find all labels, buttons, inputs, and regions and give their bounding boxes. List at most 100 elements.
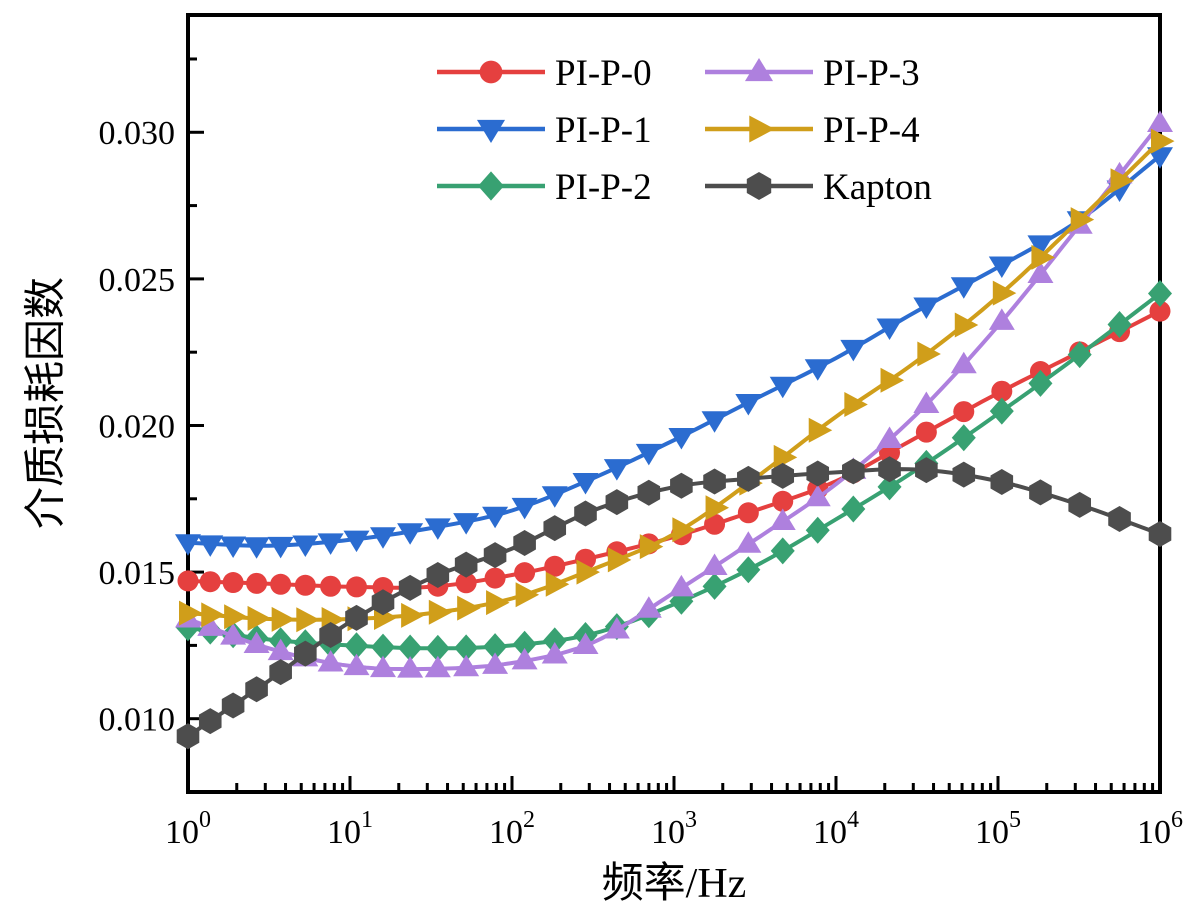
series-PI-P-1-marker xyxy=(735,393,762,416)
series-Kapton-markers xyxy=(176,456,1172,750)
series-PI-P-1 xyxy=(175,147,1173,559)
series-Kapton-marker xyxy=(771,462,795,489)
series-PI-P-2-marker xyxy=(425,634,450,662)
series-PI-P-1-marker xyxy=(668,428,695,450)
series-PI-P-2-marker xyxy=(951,424,976,452)
legend-marker-triangle-right-icon xyxy=(749,115,775,143)
y-tick-label: 0.030 xyxy=(99,115,176,152)
series-Kapton-marker xyxy=(670,472,693,499)
series-PI-P-0-marker xyxy=(915,421,937,443)
series-PI-P-3-marker xyxy=(370,655,397,678)
series-PI-P-0-marker xyxy=(246,572,268,594)
legend: PI-P-0 PI-P-1 PI-P-2 PI-P-3 PI-P-4 Kapton xyxy=(437,53,932,208)
series-Kapton-marker xyxy=(454,551,478,578)
series-PI-P-0-marker xyxy=(1149,300,1171,322)
series-PI-P-0-marker xyxy=(199,571,221,593)
series-PI-P-3-marker xyxy=(220,623,247,645)
series-PI-P-3-marker xyxy=(988,308,1015,330)
legend-item-PI-P-2: PI-P-2 xyxy=(437,167,652,208)
legend-item-PI-P-4: PI-P-4 xyxy=(705,110,920,151)
series-PI-P-4-marker xyxy=(1151,128,1175,154)
series-PI-P-4-marker xyxy=(954,312,979,338)
series-PI-P-3-marker xyxy=(769,508,796,531)
y-tick-label: 0.015 xyxy=(99,555,176,592)
series-PI-P-2-marker xyxy=(1107,310,1132,338)
series-PI-P-1-marker xyxy=(769,376,796,399)
series-PI-P-4-marker xyxy=(639,534,664,560)
series-PI-P-3-marker xyxy=(950,351,977,374)
series-Kapton-marker xyxy=(605,489,629,516)
series-Kapton-marker xyxy=(637,479,661,506)
series-PI-P-0-marker xyxy=(294,574,316,596)
legend-label: PI-P-2 xyxy=(555,167,652,208)
series-PI-P-2-marker xyxy=(770,537,795,565)
x-tick-label: 101 xyxy=(327,807,373,851)
legend-label: PI-P-1 xyxy=(555,110,652,151)
series-PI-P-1-marker xyxy=(197,535,224,557)
series-Kapton xyxy=(176,456,1172,750)
x-axis-ticks xyxy=(186,776,1162,792)
series-PI-P-4-marker xyxy=(515,582,540,608)
series-Kapton-marker xyxy=(483,542,507,569)
series-Kapton-marker xyxy=(1068,491,1091,518)
series-PI-P-4-marker xyxy=(247,605,272,631)
series-PI-P-3-marker xyxy=(804,484,831,507)
series-PI-P-0-marker xyxy=(544,555,566,577)
series-PI-P-1-marker xyxy=(397,523,424,545)
series-PI-P-3-marker xyxy=(453,654,480,677)
legend-marker-triangle-down-icon xyxy=(476,119,506,144)
series-PI-P-3-marker xyxy=(317,649,344,672)
series-PI-P-3-marker xyxy=(735,531,762,553)
series-PI-P-3-marker xyxy=(913,391,940,413)
series-PI-P-2-marker xyxy=(1148,280,1172,308)
x-tick-label: 103 xyxy=(651,807,697,851)
series-PI-P-1-marker xyxy=(370,527,397,549)
series-PI-P-0-marker xyxy=(484,567,506,589)
series-PI-P-4-marker xyxy=(672,517,696,543)
series-PI-P-1-marker xyxy=(603,459,630,481)
series-PI-P-3-marker xyxy=(1147,110,1173,132)
series-PI-P-2-marker xyxy=(1067,341,1092,369)
x-tick-label: 100 xyxy=(165,807,211,851)
series-PI-P-3-marker xyxy=(1027,261,1054,283)
series-PI-P-4-marker xyxy=(201,602,225,628)
series-PI-P-3-marker xyxy=(572,632,599,655)
series-PI-P-1-marker xyxy=(988,256,1015,279)
series-PI-P-2-marker xyxy=(344,632,369,660)
series-PI-P-3-marker xyxy=(511,647,538,670)
series-PI-P-4-marker xyxy=(773,444,798,470)
series-PI-P-4-marker xyxy=(271,606,296,632)
series-PI-P-2-marker xyxy=(805,516,830,544)
series-PI-P-1-marker xyxy=(175,534,201,556)
series-PI-P-3-marker xyxy=(603,617,630,639)
legend-item-Kapton: Kapton xyxy=(705,167,932,208)
y-tick-label: 0.010 xyxy=(99,702,176,739)
series-PI-P-1-marker xyxy=(482,506,509,529)
series-PI-P-3-marker xyxy=(397,656,424,678)
series-PI-P-0-marker xyxy=(177,570,199,592)
x-tick-label: 105 xyxy=(975,807,1021,851)
series-Kapton-marker xyxy=(371,589,395,616)
legend-marker-triangle-up-icon xyxy=(744,57,774,82)
series-PI-P-0 xyxy=(177,300,1171,599)
series-Kapton-marker xyxy=(543,515,567,542)
series-PI-P-1-marker xyxy=(453,513,480,535)
series-PI-P-2-markers xyxy=(176,280,1172,662)
x-tick-labels: 100 101 102 103 104 105 106 xyxy=(165,807,1183,851)
series-Kapton-marker xyxy=(426,561,450,588)
series-PI-P-3-marker xyxy=(197,614,224,636)
series-PI-P-3-marker xyxy=(635,596,662,618)
series-PI-P-2 xyxy=(176,280,1172,662)
series-PI-P-4-marker xyxy=(705,495,730,521)
series-PI-P-1-marker xyxy=(220,536,247,559)
series-PI-P-1-marker xyxy=(343,530,370,553)
series-PI-P-0-marker xyxy=(772,490,794,512)
series-PI-P-2-marker xyxy=(989,397,1014,425)
y-tick-labels: 0.010 0.015 0.020 0.025 0.030 xyxy=(99,115,176,738)
series-PI-P-1-marker xyxy=(317,533,344,555)
series-PI-P-4-marker xyxy=(428,599,453,625)
series-PI-P-4-marker xyxy=(917,341,941,367)
series-Kapton-marker xyxy=(842,458,865,485)
series-PI-P-0-marker xyxy=(737,502,759,524)
